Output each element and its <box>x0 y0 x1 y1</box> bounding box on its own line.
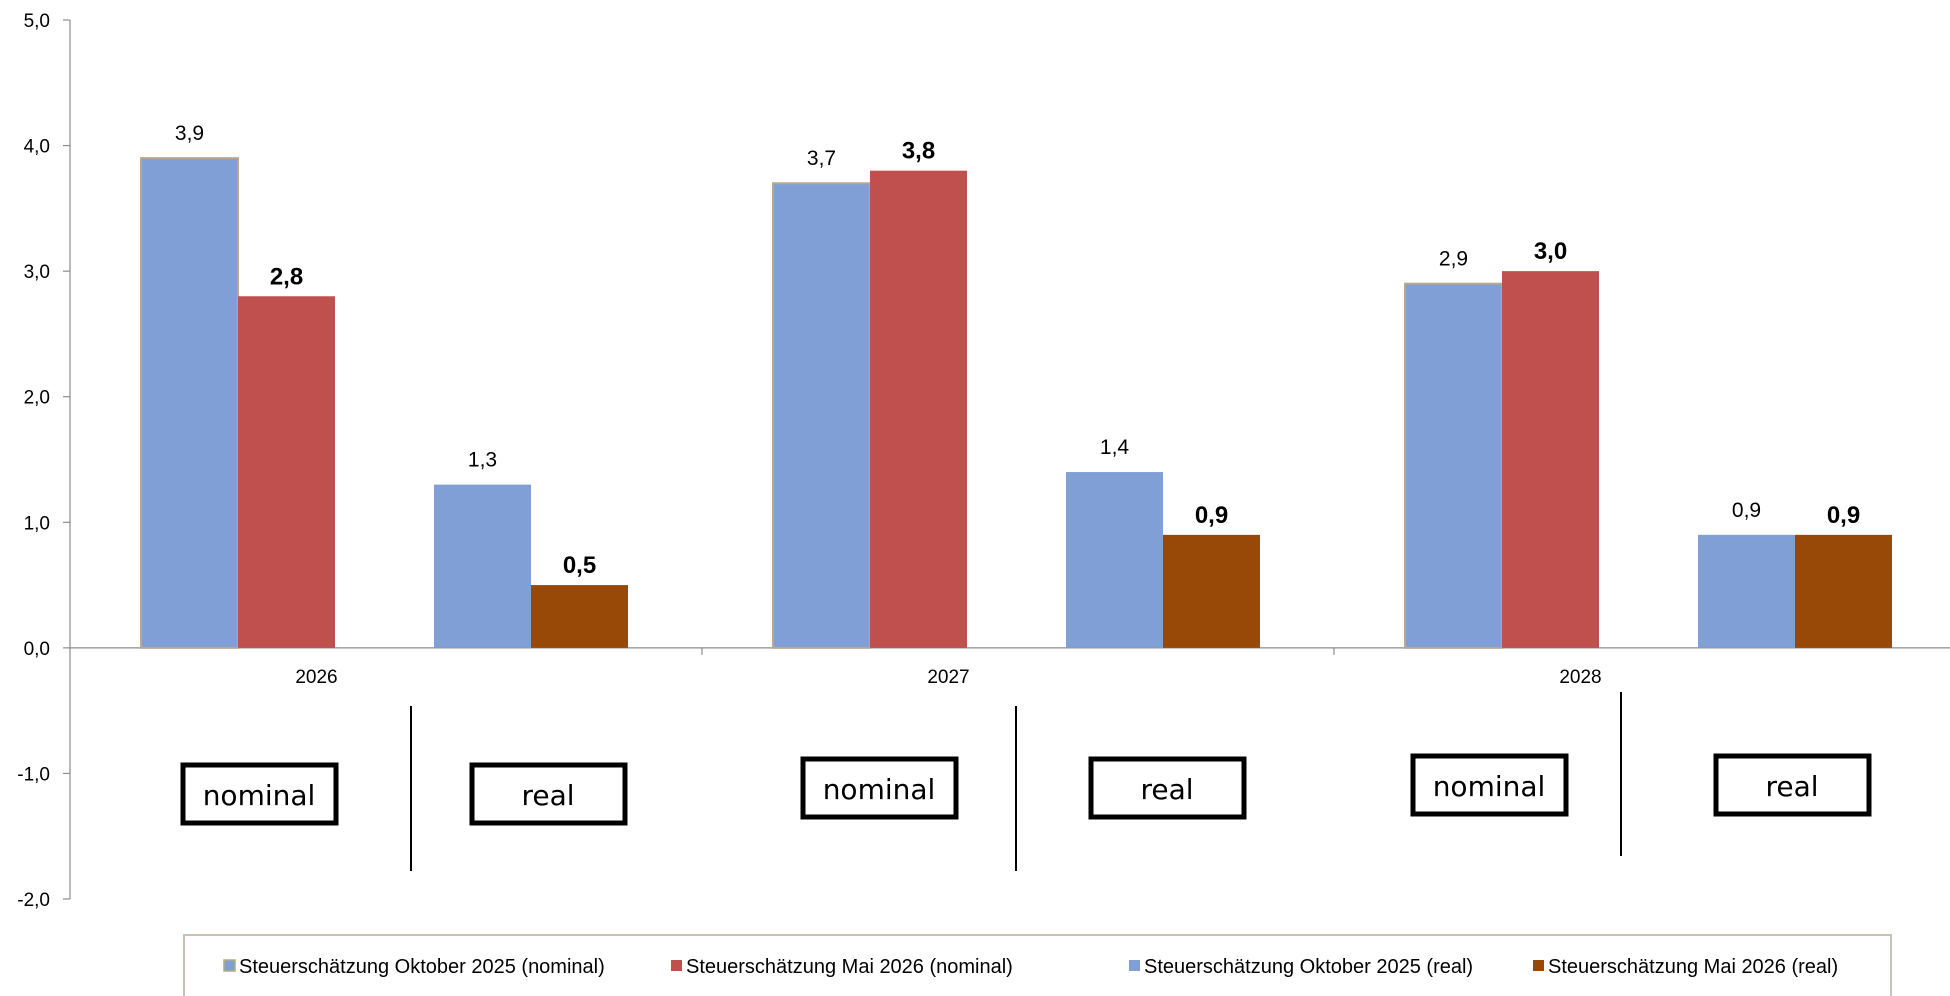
y-tick-label: 3,0 <box>24 262 50 283</box>
legend-swatch <box>671 960 682 971</box>
bar <box>1795 534 1892 648</box>
data-label: 0,9 <box>1195 502 1228 529</box>
legend-label: Steuerschätzung Mai 2026 (nominal) <box>686 956 1013 978</box>
data-label: 0,9 <box>1732 499 1761 522</box>
bar <box>1502 271 1599 648</box>
category-label: 2027 <box>927 667 969 688</box>
bar <box>870 170 967 648</box>
group-box <box>800 756 959 820</box>
y-tick-label: 1,0 <box>24 513 50 534</box>
group-box <box>1713 753 1872 817</box>
group-box <box>1410 753 1569 817</box>
category-label: 2026 <box>295 667 337 688</box>
group-box <box>180 762 339 826</box>
legend-swatch <box>1129 960 1140 971</box>
bar-data-labels: 3,9 2,8 1,3 0,5 3,7 3,8 1,4 0,9 2,9 3,0 0,9 0,9 <box>175 122 1860 579</box>
data-label: 1,3 <box>468 449 497 472</box>
legend-label: Steuerschätzung Oktober 2025 (nominal) <box>239 956 605 978</box>
y-tick-label: 4,0 <box>24 137 50 158</box>
data-label: 3,7 <box>807 147 836 170</box>
bar <box>772 182 871 649</box>
y-tick-label: -2,0 <box>17 890 50 911</box>
group-box <box>469 762 628 826</box>
legend-swatch <box>1533 960 1544 971</box>
y-tick-label: 5,0 <box>24 11 50 32</box>
bar <box>1066 472 1163 648</box>
chart-legend: Steuerschätzung Oktober 2025 (nominal) St… <box>183 934 1892 996</box>
bar <box>1404 282 1503 649</box>
data-label: 3,9 <box>175 122 204 145</box>
data-label: 0,9 <box>1827 502 1860 529</box>
category-label: 2028 <box>1559 667 1601 688</box>
data-label: 1,4 <box>1100 436 1130 459</box>
y-tick-label: 2,0 <box>24 388 50 409</box>
data-label: 3,0 <box>1534 238 1567 265</box>
y-axis-ticks: 5,0 4,0 3,0 2,0 1,0 0,0 -1,0 -2,0 <box>17 11 70 911</box>
data-label: 2,9 <box>1439 248 1468 271</box>
bar <box>1698 534 1795 648</box>
bar <box>1163 534 1260 648</box>
legend-label: Steuerschätzung Mai 2026 (real) <box>1548 956 1838 978</box>
group-box-label: real <box>1140 773 1193 806</box>
chart-axes <box>69 20 1950 899</box>
group-box-label: real <box>1765 770 1818 803</box>
legend-label: Steuerschätzung Oktober 2025 (real) <box>1144 956 1473 978</box>
legend-box <box>183 934 1892 996</box>
x-axis-categories: 2026 2027 2028 <box>295 647 1602 688</box>
bar <box>238 296 335 648</box>
group-box-label: real <box>521 779 574 812</box>
y-tick-label: -1,0 <box>17 764 50 785</box>
group-label-boxes: nominal real nominal real nominal real <box>180 692 1872 871</box>
group-box-label: nominal <box>1433 770 1546 803</box>
group-box-label: nominal <box>823 773 936 806</box>
group-box-label: nominal <box>203 779 316 812</box>
legend-swatch <box>223 959 236 972</box>
data-label: 0,5 <box>563 552 596 579</box>
y-tick-label: 0,0 <box>24 639 50 660</box>
bar <box>531 585 628 648</box>
bar-series <box>140 157 1892 649</box>
data-label: 2,8 <box>270 263 303 290</box>
bar <box>434 484 531 648</box>
bar <box>140 157 239 649</box>
data-label: 3,8 <box>902 138 935 165</box>
group-box <box>1088 756 1247 820</box>
